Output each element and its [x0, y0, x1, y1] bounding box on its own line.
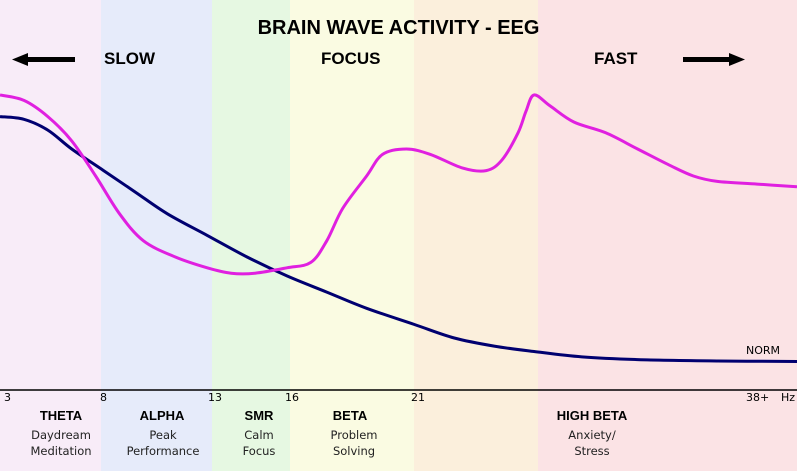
band-beta-bg	[290, 0, 414, 471]
x-tick-label: 8	[100, 391, 107, 404]
band-desc-line: Calm	[244, 428, 274, 442]
band-name-smr: SMR	[244, 408, 274, 423]
x-tick-label: 3	[4, 391, 11, 404]
band-desc-line: Solving	[332, 444, 376, 458]
band-high-beta-bg	[538, 0, 797, 471]
x-tick-label: 16	[285, 391, 299, 404]
band-desc-line: Focus	[242, 444, 276, 458]
band-desc-alpha: Peak Performance	[127, 427, 200, 459]
x-tick-label: 13	[208, 391, 222, 404]
band-smr-bg	[212, 0, 290, 471]
band-name-alpha: ALPHA	[139, 408, 185, 423]
series-line-patient	[0, 93, 797, 276]
x-tick-label: 21	[411, 391, 425, 404]
arrow-right-icon	[683, 53, 745, 66]
chart-title: BRAIN WAVE ACTIVITY - EEG	[257, 17, 540, 39]
band-desc-line: Stress	[574, 444, 610, 458]
x-axis-unit-label: Hz	[781, 391, 796, 404]
arrow-left-icon	[12, 53, 75, 66]
x-tick-label: 38+	[746, 391, 770, 404]
series-line-norm	[0, 115, 797, 363]
slow-label: SLOW	[104, 49, 155, 68]
band-desc-beta: Problem Solving	[330, 427, 377, 459]
band-desc-high-beta: Anxiety/ Stress	[568, 427, 615, 459]
focus-label: FOCUS	[321, 49, 381, 68]
band-name-beta: BETA	[332, 408, 368, 423]
band-desc-smr: Calm Focus	[243, 427, 276, 459]
band-desc-line: Problem	[330, 428, 378, 442]
band-desc-line: Anxiety/	[568, 428, 616, 442]
band-desc-line: Peak	[149, 428, 177, 442]
band-desc-theta: Daydream Meditation	[30, 427, 91, 459]
fast-label: FAST	[594, 49, 638, 68]
band-alpha-bg	[101, 0, 212, 471]
band-desc-line: Daydream	[31, 428, 91, 442]
band-theta-bg	[0, 0, 101, 471]
band-mid-beta-bg	[414, 0, 538, 471]
band-desc-line: Meditation	[30, 444, 92, 458]
band-desc-line: Performance	[126, 444, 200, 458]
norm-series-label: NORM	[746, 344, 781, 357]
band-name-high-beta: HIGH BETA	[556, 408, 628, 423]
band-name-theta: THETA	[39, 408, 83, 423]
